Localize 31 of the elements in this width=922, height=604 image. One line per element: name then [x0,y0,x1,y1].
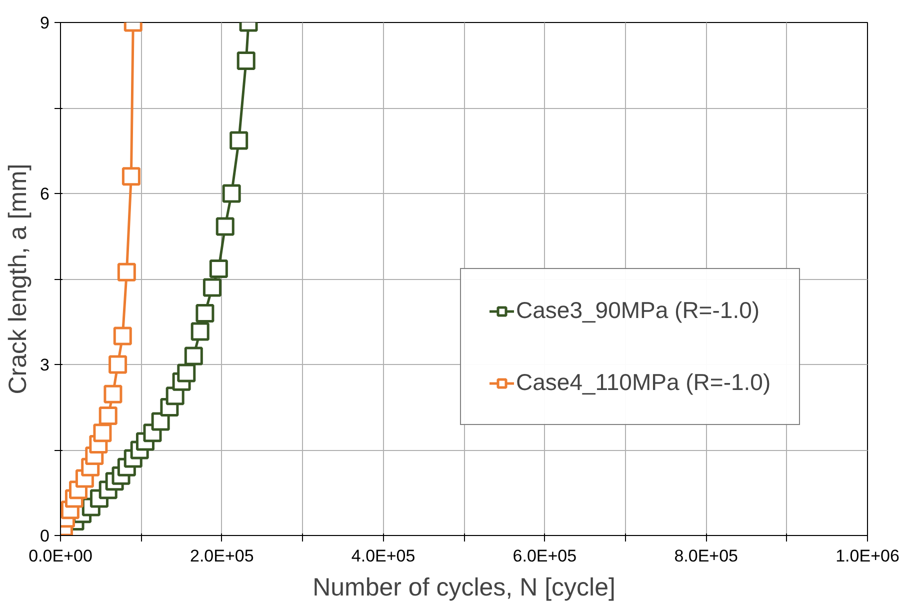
point [230,131,248,150]
point [93,424,112,442]
point [98,406,118,426]
point [196,304,214,322]
x-tick-label: 4.0E+05 [351,546,416,566]
point [216,217,234,236]
x-axis-title: Number of cycles, N [cycle] [312,574,616,602]
point [202,278,222,297]
y-tick-label: 0 [40,526,50,546]
y-tick-label: 6 [40,184,50,204]
legend-label: Case4_110MPa (R=-1.0) [516,369,771,396]
x-tick-label: 1.0E+06 [836,546,900,566]
point [184,346,203,366]
y-axis-title: Crack length, a [mm] [4,164,32,394]
x-tick-label: 8.0E+05 [674,546,738,566]
legend-label: Case3_90MPa (R=-1.0) [516,297,760,324]
point [104,384,122,404]
point [113,326,132,346]
point [122,167,140,186]
y-tick-label: 9 [40,14,50,32]
point [177,364,196,382]
point [108,355,128,374]
point [236,51,256,70]
x-tick-label: 2.0E+05 [190,546,254,566]
point [222,184,241,203]
point [190,322,210,341]
point [209,259,228,278]
point [117,262,136,282]
x-tick-label: 6.0E+05 [512,546,577,566]
x-tick-label: 0.0E+00 [28,546,92,566]
y-tick-label: 3 [40,356,50,374]
